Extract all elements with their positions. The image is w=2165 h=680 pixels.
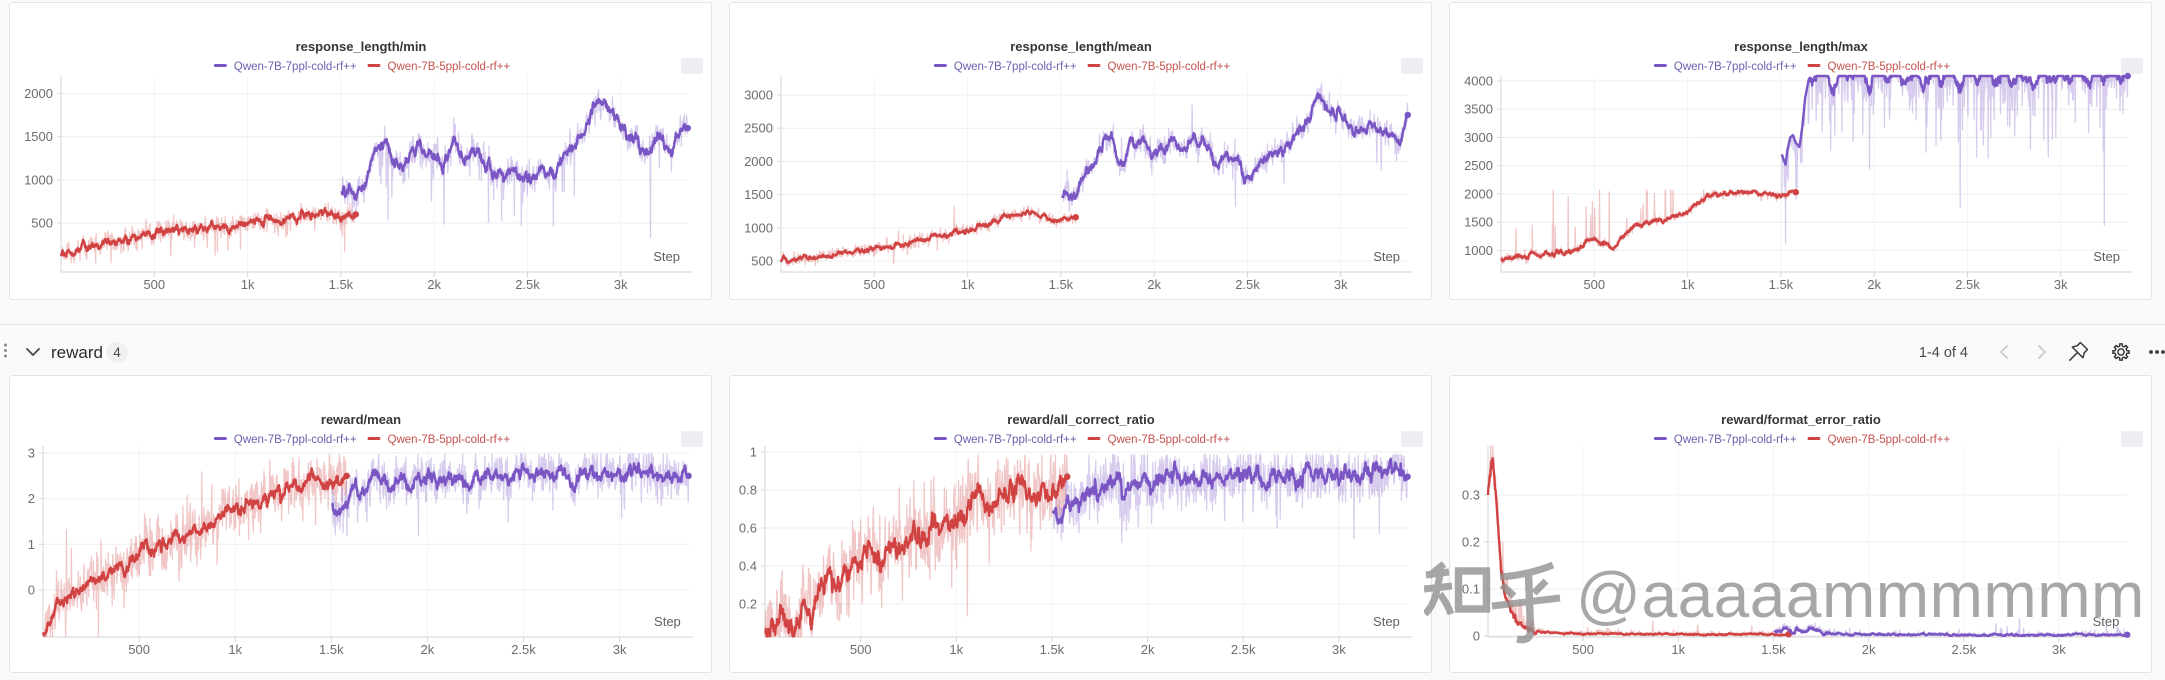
svg-text:3k: 3k	[2054, 277, 2068, 292]
svg-text:4000: 4000	[1464, 74, 1493, 89]
svg-text:Qwen-7B-7ppl-cold-rf++: Qwen-7B-7ppl-cold-rf++	[234, 61, 357, 73]
svg-text:2k: 2k	[1141, 642, 1155, 657]
svg-text:Step: Step	[2093, 614, 2120, 629]
svg-text:0: 0	[28, 583, 35, 598]
svg-text:2: 2	[28, 491, 35, 506]
svg-text:1500: 1500	[24, 129, 53, 144]
svg-text:500: 500	[863, 277, 885, 292]
svg-text:500: 500	[751, 254, 773, 269]
svg-text:1500: 1500	[1464, 215, 1493, 230]
svg-text:1.5k: 1.5k	[1049, 277, 1074, 292]
svg-text:Step: Step	[654, 614, 681, 629]
svg-text:0: 0	[1473, 629, 1480, 644]
svg-text:response_length/mean: response_length/mean	[1010, 39, 1152, 54]
svg-text:2k: 2k	[427, 277, 441, 292]
svg-text:0.6: 0.6	[739, 521, 757, 536]
svg-text:Qwen-7B-7ppl-cold-rf++: Qwen-7B-7ppl-cold-rf++	[954, 61, 1077, 73]
svg-text:1.5k: 1.5k	[1761, 642, 1786, 657]
svg-text:Step: Step	[2093, 249, 2120, 264]
svg-text:3: 3	[28, 446, 35, 461]
svg-text:500: 500	[128, 642, 150, 657]
svg-text:0.2: 0.2	[739, 597, 757, 612]
svg-text:1k: 1k	[228, 642, 242, 657]
svg-text:2.5k: 2.5k	[511, 642, 536, 657]
svg-text:Qwen-7B-5ppl-cold-rf++: Qwen-7B-5ppl-cold-rf++	[388, 61, 511, 73]
svg-text:2500: 2500	[1464, 158, 1493, 173]
svg-text:2.5k: 2.5k	[1235, 277, 1260, 292]
svg-text:reward/mean: reward/mean	[321, 412, 401, 427]
svg-text:reward/all_correct_ratio: reward/all_correct_ratio	[1007, 412, 1154, 427]
svg-text:0.1: 0.1	[1462, 582, 1480, 597]
svg-text:Qwen-7B-5ppl-cold-rf++: Qwen-7B-5ppl-cold-rf++	[1108, 434, 1231, 446]
svg-text:3k: 3k	[1332, 642, 1346, 657]
svg-text:2.5k: 2.5k	[515, 277, 540, 292]
svg-text:Qwen-7B-5ppl-cold-rf++: Qwen-7B-5ppl-cold-rf++	[1828, 61, 1951, 73]
svg-text:500: 500	[143, 277, 165, 292]
svg-text:Step: Step	[653, 249, 680, 264]
svg-text:2k: 2k	[1867, 277, 1881, 292]
svg-text:2.5k: 2.5k	[1955, 277, 1980, 292]
svg-text:Qwen-7B-7ppl-cold-rf++: Qwen-7B-7ppl-cold-rf++	[1674, 61, 1797, 73]
svg-text:reward/format_error_ratio: reward/format_error_ratio	[1721, 412, 1881, 427]
svg-text:4: 4	[113, 345, 121, 360]
svg-text:2k: 2k	[421, 642, 435, 657]
svg-text:1k: 1k	[961, 277, 975, 292]
svg-text:Qwen-7B-5ppl-cold-rf++: Qwen-7B-5ppl-cold-rf++	[1108, 61, 1231, 73]
svg-text:0.3: 0.3	[1462, 488, 1480, 503]
svg-text:Qwen-7B-7ppl-cold-rf++: Qwen-7B-7ppl-cold-rf++	[234, 434, 357, 446]
svg-text:2500: 2500	[744, 121, 773, 136]
svg-text:Qwen-7B-7ppl-cold-rf++: Qwen-7B-7ppl-cold-rf++	[954, 434, 1077, 446]
svg-text:2000: 2000	[1464, 186, 1493, 201]
svg-text:1.5k: 1.5k	[1769, 277, 1794, 292]
svg-text:1000: 1000	[744, 220, 773, 235]
svg-text:1000: 1000	[1464, 243, 1493, 258]
svg-text:2000: 2000	[744, 154, 773, 169]
svg-text:Qwen-7B-5ppl-cold-rf++: Qwen-7B-5ppl-cold-rf++	[388, 434, 511, 446]
svg-text:0.4: 0.4	[739, 559, 757, 574]
svg-text:3k: 3k	[613, 642, 627, 657]
svg-text:1000: 1000	[24, 172, 53, 187]
svg-text:2k: 2k	[1147, 277, 1161, 292]
svg-text:Qwen-7B-7ppl-cold-rf++: Qwen-7B-7ppl-cold-rf++	[1674, 434, 1797, 446]
svg-text:0.2: 0.2	[1462, 535, 1480, 550]
svg-text:3000: 3000	[744, 88, 773, 103]
svg-text:1k: 1k	[949, 642, 963, 657]
svg-text:Step: Step	[1373, 614, 1400, 629]
svg-text:3500: 3500	[1464, 102, 1493, 117]
svg-text:3000: 3000	[1464, 130, 1493, 145]
svg-text:500: 500	[1572, 642, 1594, 657]
svg-text:2.5k: 2.5k	[1952, 642, 1977, 657]
svg-text:1k: 1k	[241, 277, 255, 292]
svg-text:3k: 3k	[2052, 642, 2066, 657]
svg-text:500: 500	[31, 216, 53, 231]
svg-text:1: 1	[750, 445, 757, 460]
svg-text:2k: 2k	[1862, 642, 1876, 657]
svg-text:1.5k: 1.5k	[319, 642, 344, 657]
svg-text:1k: 1k	[1671, 642, 1685, 657]
svg-text:500: 500	[850, 642, 872, 657]
svg-text:2000: 2000	[24, 86, 53, 101]
svg-text:0.8: 0.8	[739, 483, 757, 498]
svg-text:1k: 1k	[1681, 277, 1695, 292]
svg-text:Step: Step	[1373, 249, 1400, 264]
svg-text:2.5k: 2.5k	[1231, 642, 1256, 657]
svg-text:500: 500	[1583, 277, 1605, 292]
svg-text:Qwen-7B-5ppl-cold-rf++: Qwen-7B-5ppl-cold-rf++	[1828, 434, 1951, 446]
svg-text:1.5k: 1.5k	[329, 277, 354, 292]
svg-text:response_length/min: response_length/min	[296, 39, 427, 54]
svg-text:1: 1	[28, 537, 35, 552]
svg-text:response_length/max: response_length/max	[1734, 39, 1868, 54]
svg-text:reward: reward	[51, 343, 103, 362]
svg-text:3k: 3k	[614, 277, 628, 292]
svg-text:1.5k: 1.5k	[1040, 642, 1065, 657]
svg-text:3k: 3k	[1334, 277, 1348, 292]
svg-text:1-4 of 4: 1-4 of 4	[1919, 345, 1968, 361]
svg-text:1500: 1500	[744, 187, 773, 202]
